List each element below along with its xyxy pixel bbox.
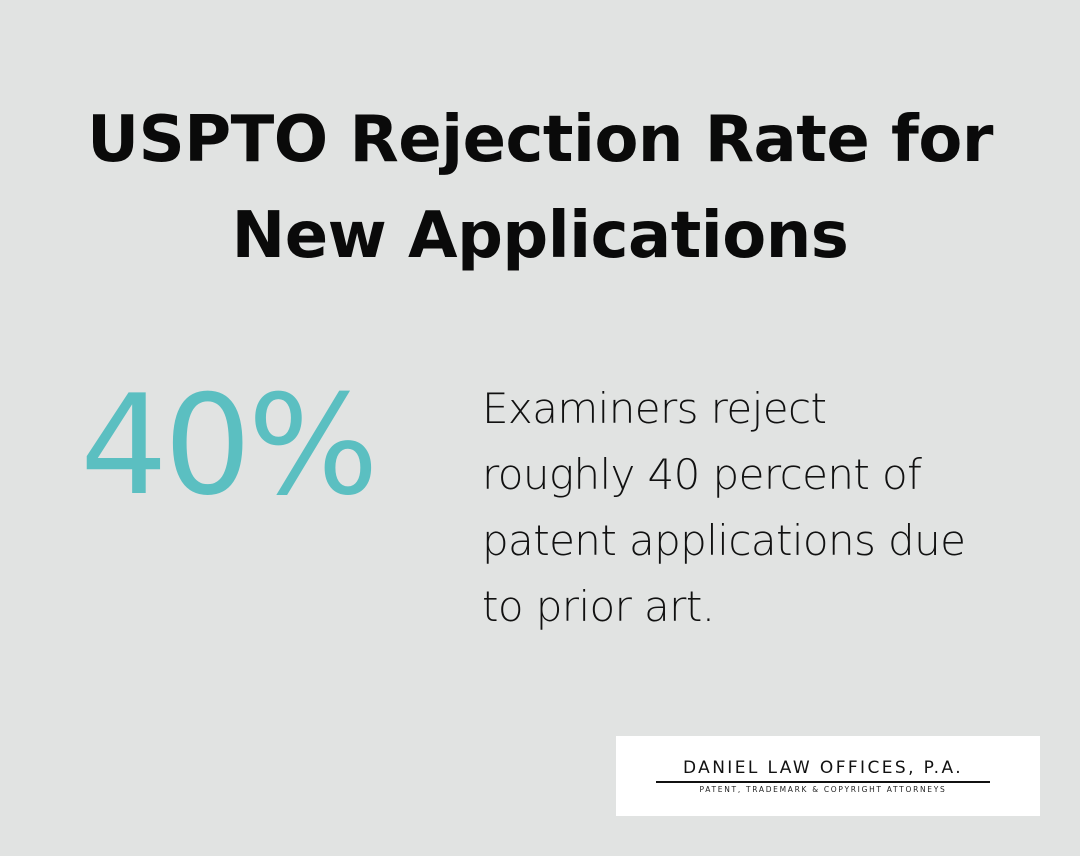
stat-description-line-2: roughly 40 percent of — [482, 450, 922, 499]
firm-logo-tagline: PATENT, TRADEMARK & COPYRIGHT ATTORNEYS — [699, 785, 947, 794]
page-title: USPTO Rejection Rate for New Application… — [0, 92, 1080, 284]
firm-logo-name: DANIEL LAW OFFICES, P.A. — [682, 758, 964, 778]
stat-description: Examiners reject roughly 40 percent of p… — [482, 376, 1042, 640]
firm-logo-divider — [656, 781, 990, 783]
stat-description-line-3: patent applications due — [482, 516, 966, 565]
page-title-line-2: New Applications — [231, 199, 849, 273]
stat-value: 40% — [80, 365, 379, 526]
stat-description-line-1: Examiners reject — [482, 384, 827, 433]
page-title-line-1: USPTO Rejection Rate for — [87, 103, 993, 177]
firm-logo: DANIEL LAW OFFICES, P.A. PATENT, TRADEMA… — [616, 736, 1040, 816]
stat-description-line-4: to prior art. — [482, 582, 715, 631]
